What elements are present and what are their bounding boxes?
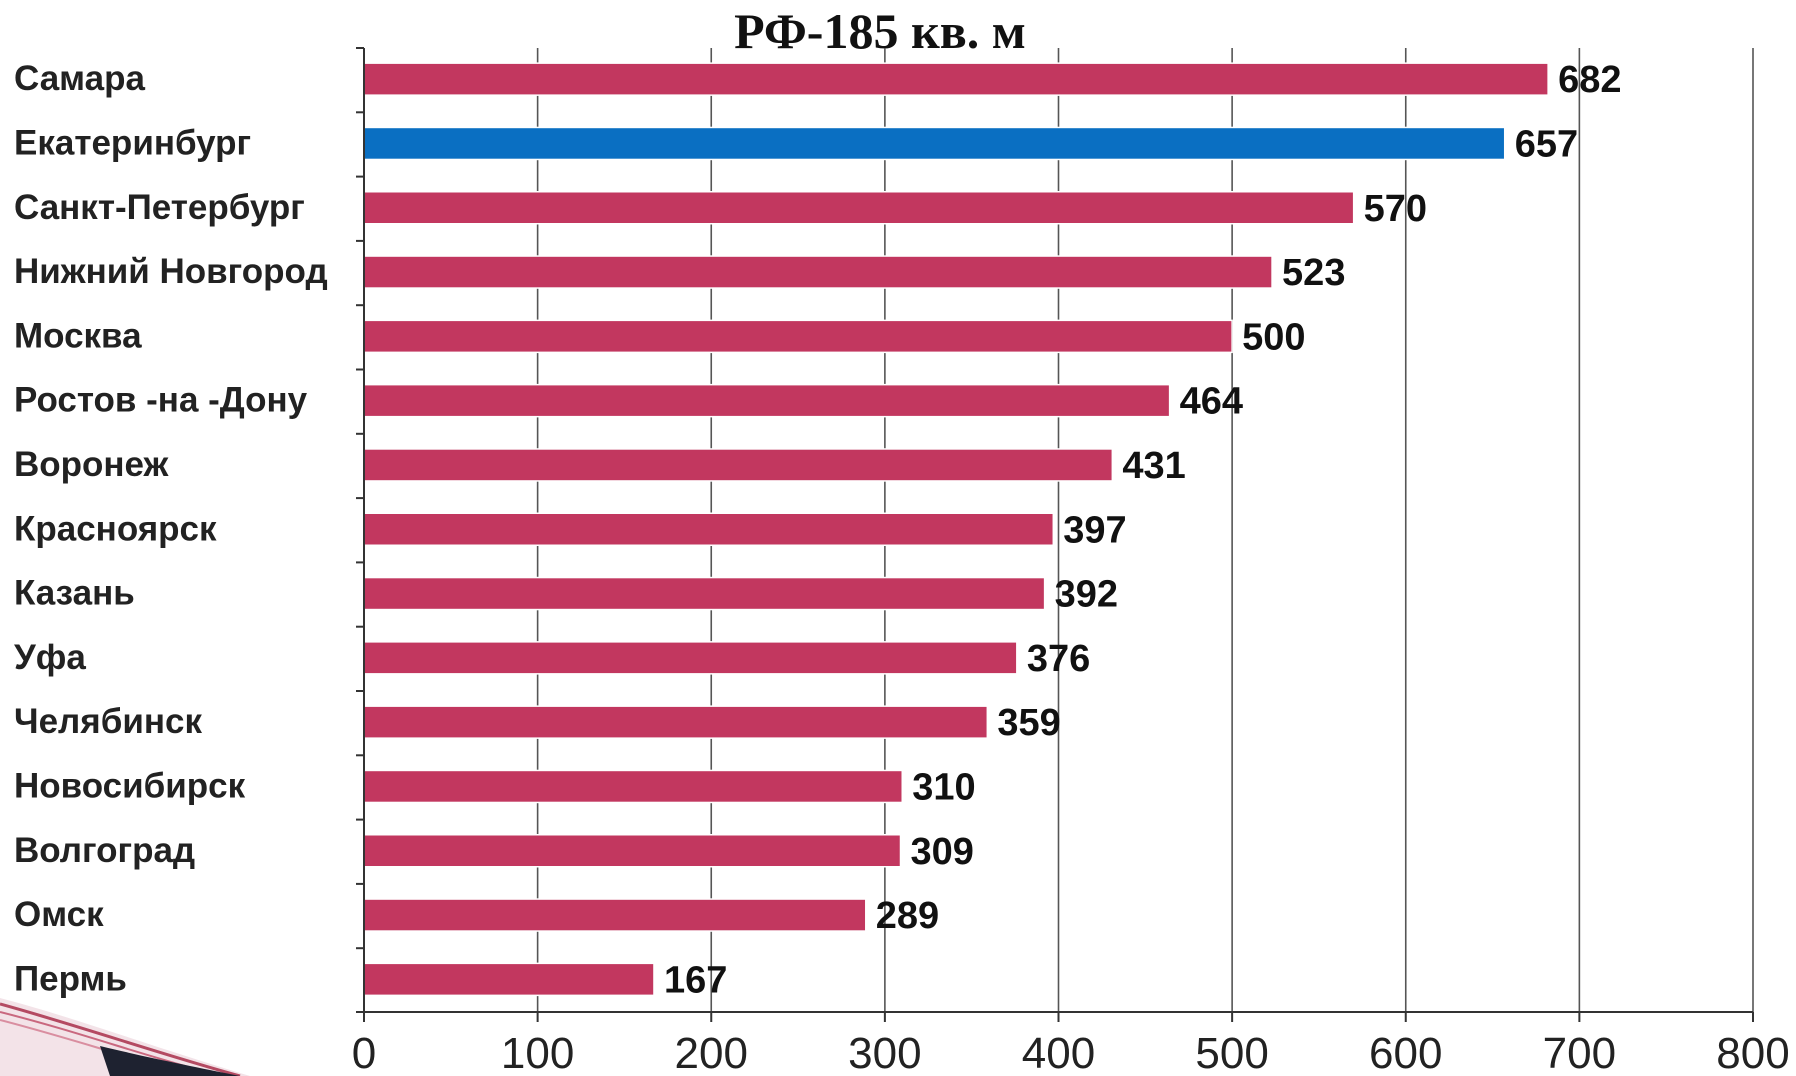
bar-2 — [363, 126, 1506, 161]
value-label: 359 — [997, 702, 1060, 744]
category-label: Красноярск — [14, 509, 217, 548]
x-tick-labels: 0 100 200 300 400 500 600 700 800 — [352, 1029, 1790, 1076]
value-label: 376 — [1027, 638, 1090, 680]
bars — [363, 62, 1549, 997]
x-tick-label: 300 — [848, 1029, 921, 1076]
x-tick-label: 800 — [1716, 1029, 1789, 1076]
value-label: 523 — [1282, 252, 1345, 294]
bar-10 — [363, 641, 1018, 675]
category-label: Казань — [14, 574, 135, 613]
x-tick-label: 0 — [352, 1029, 376, 1076]
category-label: Самара — [14, 59, 145, 98]
value-label: 500 — [1242, 316, 1305, 358]
category-label: Воронеж — [14, 445, 170, 484]
x-tick-label: 500 — [1195, 1029, 1268, 1076]
x-tick-label: 400 — [1022, 1029, 1095, 1076]
bar-13 — [363, 834, 902, 868]
category-label: Пермь — [14, 959, 127, 998]
bar-5 — [363, 319, 1233, 354]
category-label: Новосибирск — [14, 766, 246, 805]
x-tick-label: 600 — [1369, 1029, 1442, 1076]
value-label: 431 — [1122, 445, 1185, 487]
x-tick-label: 100 — [501, 1029, 574, 1076]
category-label: Санкт-Петербург — [14, 188, 305, 227]
bar-14 — [363, 898, 867, 932]
bar-6 — [363, 383, 1171, 418]
bar-4 — [363, 255, 1273, 289]
bar-9 — [363, 576, 1046, 611]
value-label: 289 — [876, 895, 939, 937]
bar-8 — [363, 512, 1055, 546]
value-label: 309 — [911, 831, 974, 873]
bar-15 — [363, 962, 655, 997]
axes — [356, 47, 1754, 1022]
bar-7 — [363, 448, 1114, 482]
value-label: 682 — [1558, 59, 1621, 101]
value-label: 310 — [912, 766, 975, 808]
value-label: 657 — [1515, 123, 1578, 165]
value-label: 570 — [1364, 188, 1427, 230]
category-label: Челябинск — [14, 702, 202, 741]
category-label: Нижний Новгород — [14, 252, 328, 291]
value-label: 392 — [1055, 574, 1118, 616]
chart-title: РФ-185 кв. м — [734, 3, 1026, 59]
bar-11 — [363, 705, 989, 739]
bar-1 — [363, 62, 1549, 96]
category-label: Уфа — [14, 638, 86, 677]
category-label: Волгоград — [14, 831, 195, 870]
category-label: Омск — [14, 895, 104, 934]
category-label: Москва — [14, 316, 142, 355]
category-label: Ростов -на -Дону — [14, 381, 308, 420]
x-tick-label: 200 — [675, 1029, 748, 1076]
corner-swoosh-decoration — [0, 998, 250, 1076]
category-label: Екатеринбург — [14, 123, 251, 162]
value-label: 464 — [1180, 381, 1243, 423]
bar-3 — [363, 191, 1355, 225]
x-tick-label: 700 — [1543, 1029, 1616, 1076]
category-labels: Самара Екатеринбург Санкт-Петербург Нижний … — [14, 59, 328, 998]
value-label: 397 — [1063, 509, 1126, 551]
bar-12 — [363, 769, 903, 804]
value-label: 167 — [664, 959, 727, 1001]
value-labels: 682 657 570 523 500 464 431 397 392 376 359 310 309 2… — [664, 59, 1622, 1001]
